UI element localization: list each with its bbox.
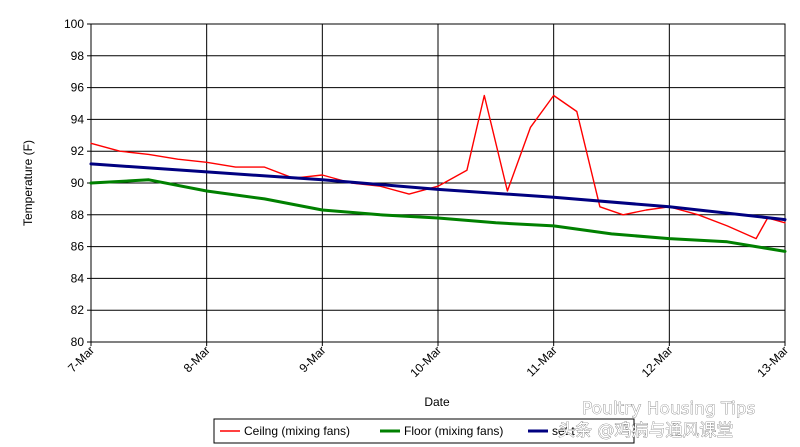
gridlines: [87, 23, 786, 346]
y-axis-title: Temperature (F): [21, 140, 35, 226]
series-line-2: [89, 162, 787, 222]
series-line-1: [89, 178, 787, 253]
legend-label-floor: Floor (mixing fans): [404, 424, 503, 438]
y-tick-label: 86: [71, 240, 85, 254]
watermark-line1: Poultry Housing Tips: [582, 399, 756, 419]
y-tick-label: 80: [71, 335, 85, 349]
series-lines: [89, 94, 787, 253]
y-tick-label: 94: [71, 112, 85, 126]
legend-box: [213, 418, 635, 444]
legend-label-ceiling: Ceilng (mixing fans): [244, 424, 350, 438]
y-tick-label: 84: [71, 271, 85, 285]
series-line-0: [90, 94, 786, 240]
y-tick-label: 90: [71, 176, 85, 190]
y-tick-label: 100: [64, 17, 84, 31]
legend-label-setpoint: set t: [552, 424, 575, 438]
watermark-line2: 头条 @鸡病与通风课堂: [558, 421, 733, 441]
legend: Ceilng (mixing fans) Floor (mixing fans)…: [213, 418, 635, 444]
y-tick-label: 88: [71, 208, 85, 222]
y-tick-label: 96: [71, 81, 85, 95]
y-tick-labels: 80 82 84 86 88 90 92 94 96 98 100: [64, 17, 84, 349]
x-axis-title: Date: [424, 395, 450, 409]
y-tick-label: 82: [71, 303, 85, 317]
y-tick-label: 98: [71, 49, 85, 63]
y-tick-label: 92: [71, 144, 85, 158]
wechat-icon: [552, 400, 570, 418]
watermark: Poultry Housing Tips 头条 @鸡病与通风课堂: [552, 399, 756, 441]
